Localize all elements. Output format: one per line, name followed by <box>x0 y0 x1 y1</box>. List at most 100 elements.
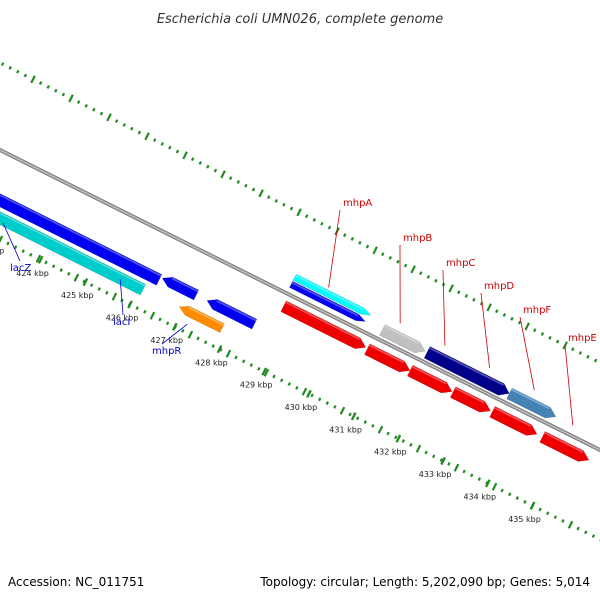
gene-arrow-shine <box>295 274 364 311</box>
outer-dot <box>472 297 476 302</box>
inner-dot <box>0 235 4 243</box>
inner-dot <box>181 328 185 333</box>
inner-dot <box>187 330 194 339</box>
inner-dot <box>401 439 406 444</box>
scale-tick-mark <box>395 434 402 443</box>
outer-dot <box>144 132 150 141</box>
outer-dot <box>168 145 172 150</box>
scale-tick-label: 425 kbp <box>61 291 94 300</box>
outer-dot <box>106 113 112 122</box>
outer-dot <box>16 69 20 74</box>
inner-dot <box>523 499 527 504</box>
inner-dot <box>310 393 314 398</box>
gene-label-leader <box>2 222 21 262</box>
gene-arrow-shine <box>544 432 584 453</box>
inner-dot <box>561 518 565 523</box>
scale-tick-label: 428 kbp <box>195 358 228 367</box>
gene-label-mhpe: mhpE <box>568 333 597 344</box>
inner-dot <box>234 355 238 360</box>
outer-dot <box>448 284 454 293</box>
outer-dot <box>495 309 499 314</box>
inner-dot <box>591 534 596 539</box>
inner-dot <box>158 317 162 322</box>
outer-dot <box>305 214 309 219</box>
inner-dot <box>6 241 10 246</box>
outer-dot <box>586 354 590 359</box>
inner-dot <box>508 492 512 497</box>
outer-dot <box>266 195 271 200</box>
inner-dot <box>257 366 261 371</box>
inner-dot <box>317 397 322 402</box>
scale-tick-mark <box>261 367 268 376</box>
inner-dot <box>135 306 139 310</box>
outer-dot <box>76 100 81 105</box>
inner-dot <box>491 482 498 491</box>
outer-dot <box>46 84 50 89</box>
gene-label-leader <box>119 279 124 316</box>
inner-dot <box>105 290 109 295</box>
inner-dot <box>515 496 520 501</box>
outer-dot <box>524 322 530 331</box>
gene-label-leader <box>161 323 188 345</box>
inner-dot <box>462 469 466 474</box>
outer-dot <box>593 358 598 363</box>
outer-dot <box>130 126 134 131</box>
scale-tick-mark <box>82 277 89 287</box>
outer-dot <box>236 180 240 184</box>
outer-dot <box>434 278 438 283</box>
outer-dot <box>198 161 202 165</box>
inner-dot <box>165 321 170 326</box>
inner-dot <box>424 450 428 455</box>
outer-dot <box>403 263 408 268</box>
inner-dot <box>439 458 444 463</box>
outer-dot <box>84 103 88 108</box>
outer-dot <box>410 265 416 274</box>
accession-text: Accession: NC_011751 <box>8 575 144 589</box>
inner-dot <box>287 382 291 386</box>
outer-dot <box>289 206 294 211</box>
inner-dot <box>203 340 208 345</box>
outer-dot <box>426 275 431 279</box>
outer-dot <box>365 244 370 249</box>
gene-arrow-shine <box>171 277 199 293</box>
gene-arrow-shine <box>510 388 551 410</box>
genome-backbone <box>0 147 600 453</box>
scale-tick-label: 424 kbp <box>16 269 49 278</box>
scale-tick-label: 426 kbp <box>106 314 139 323</box>
inner-dot <box>73 273 80 282</box>
gene-arrow-mhpd <box>423 346 510 396</box>
outer-dot <box>510 316 514 321</box>
outer-dot <box>540 332 545 336</box>
gene-arrow-shine <box>291 281 359 317</box>
inner-dot <box>241 359 246 364</box>
inner-dot <box>29 252 33 257</box>
outer-dot <box>220 170 226 179</box>
outer-dot <box>23 73 28 78</box>
outer-dot <box>533 328 537 333</box>
inner-dot <box>453 463 460 472</box>
gene-arrow-mhpr <box>178 305 225 334</box>
gene-label-leader <box>328 209 341 288</box>
gene-label-mhpb: mhpB <box>403 233 432 244</box>
inner-dot <box>447 461 451 466</box>
gene-features <box>0 193 590 462</box>
outer-dot <box>388 256 393 260</box>
inner-dot <box>470 473 474 478</box>
gene-arrow-mhpf <box>489 406 538 436</box>
outer-dot <box>327 225 332 230</box>
outer-dot <box>320 221 324 226</box>
gene-label-laci: lacI <box>113 317 130 328</box>
outer-dot <box>486 303 492 312</box>
outer-dot <box>578 351 583 355</box>
outer-dot <box>114 119 119 124</box>
outer-dot <box>54 88 58 93</box>
outer-dot <box>555 339 560 344</box>
inner-dot <box>35 254 42 263</box>
inner-dot <box>211 344 215 348</box>
outer-dot <box>122 122 126 127</box>
gene-arrow-mhpe <box>539 431 590 462</box>
outer-dot <box>160 142 164 146</box>
inner-dot <box>225 349 232 358</box>
inner-dot <box>546 511 550 516</box>
